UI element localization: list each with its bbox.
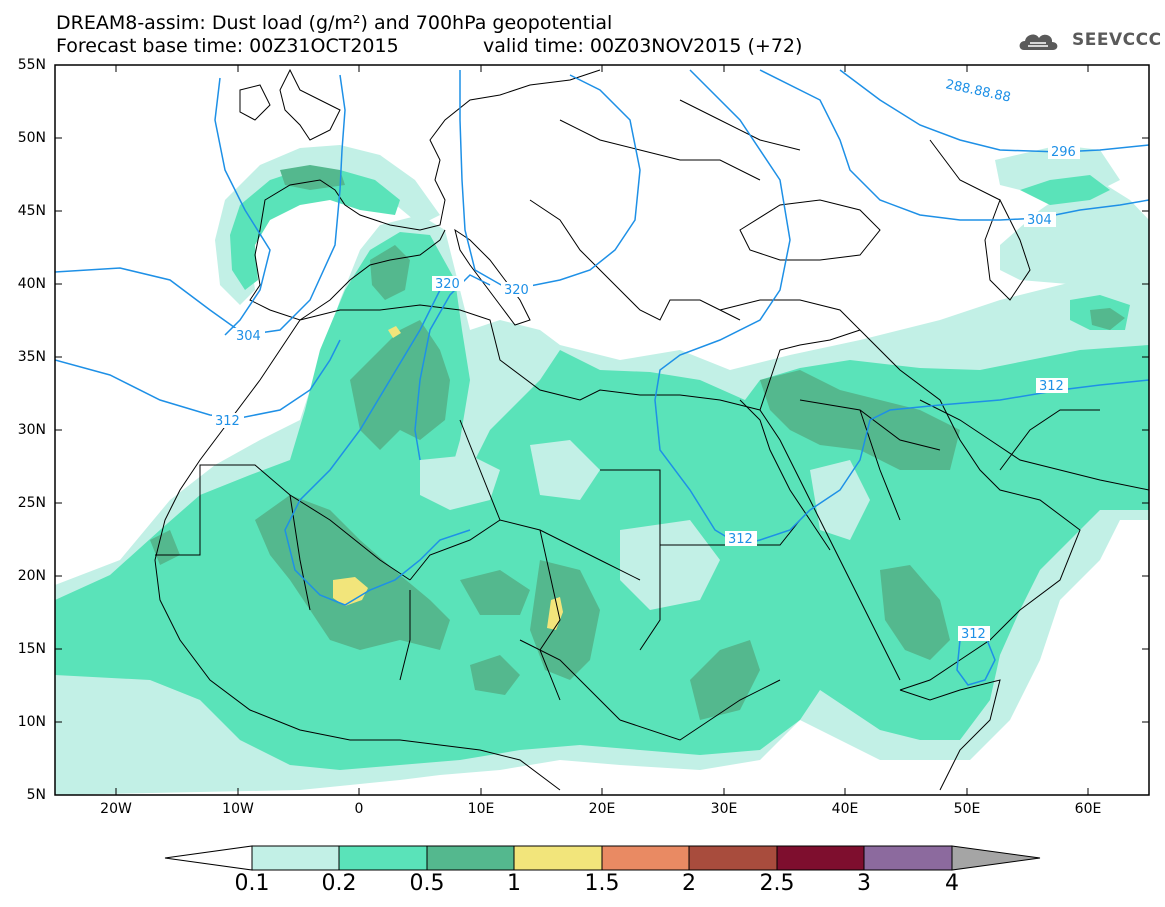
- colorbar-label: 2: [682, 871, 696, 896]
- colorbar-swatch: [863, 845, 953, 871]
- colorbar-label: 1.5: [584, 871, 620, 896]
- contour-label: 312: [215, 414, 240, 429]
- lat-label: 45N: [17, 203, 46, 219]
- lon-label: 20E: [588, 801, 616, 817]
- logo-text: SEEVCCC: [1072, 30, 1162, 50]
- colorbar-label: 0.2: [321, 871, 357, 896]
- map-title: DREAM8-assim: Dust load (g/m²) and 700hP…: [56, 12, 613, 34]
- forecast-base-time: Forecast base time: 00Z31OCT2015: [56, 35, 399, 57]
- colorbar-swatch: [513, 845, 603, 871]
- colorbar-low-triangle: [164, 845, 253, 871]
- colorbar-swatch: [251, 845, 340, 871]
- colorbar-label: 1: [507, 871, 521, 896]
- lat-label: 5N: [26, 787, 46, 803]
- valid-time: valid time: 00Z03NOV2015 (+72): [483, 35, 803, 57]
- dust-layer-0.5: [150, 165, 1125, 720]
- lon-label: 0: [354, 801, 364, 817]
- colorbar-swatch: [776, 845, 865, 871]
- lon-label: 20W: [100, 801, 132, 817]
- lat-label: 10N: [17, 714, 46, 730]
- lon-label: 60E: [1074, 801, 1102, 817]
- lon-label: 10W: [222, 801, 254, 817]
- colorbar-swatch: [601, 845, 690, 871]
- contour-labels: 288.88.88 296 304 304 320 320 312 312 31…: [212, 77, 1080, 642]
- contour-label: 312: [728, 532, 753, 547]
- colorbar-swatch: [338, 845, 428, 871]
- lat-label: 25N: [17, 495, 46, 511]
- contour-label: 312: [1039, 379, 1064, 394]
- colorbar-label: 0.5: [409, 871, 445, 896]
- contour-label: 320: [504, 283, 529, 298]
- lat-label: 55N: [17, 57, 46, 73]
- lat-label: 35N: [17, 349, 46, 365]
- lon-label: 50E: [953, 801, 981, 817]
- colorbar-label: 2.5: [759, 871, 795, 896]
- lon-label: 30E: [710, 801, 738, 817]
- contour-label: 312: [961, 627, 986, 642]
- lon-label: 40E: [831, 801, 859, 817]
- colorbar-label: 4: [945, 871, 959, 896]
- contour-label: 320: [435, 277, 460, 292]
- colorbar-label: 0.1: [234, 871, 270, 896]
- lat-label: 40N: [17, 276, 46, 292]
- lat-label: 30N: [17, 422, 46, 438]
- colorbar-label: 3: [857, 871, 871, 896]
- colorbar-swatch: [426, 845, 515, 871]
- lat-label: 20N: [17, 568, 46, 584]
- contour-label: 304: [1027, 213, 1052, 228]
- lat-label: 15N: [17, 641, 46, 657]
- colorbar: [164, 845, 1041, 871]
- colorbar-swatch: [688, 845, 778, 871]
- colorbar-high-triangle: [951, 845, 1041, 871]
- dust-layer-1: [333, 326, 563, 630]
- lat-label: 50N: [17, 130, 46, 146]
- contour-label: 296: [1051, 145, 1076, 160]
- cloud-icon: [1019, 34, 1058, 50]
- seevccc-logo: [1019, 34, 1058, 50]
- axis-ticks: [55, 64, 1149, 795]
- contour-label: 304: [236, 329, 261, 344]
- lon-label: 10E: [467, 801, 495, 817]
